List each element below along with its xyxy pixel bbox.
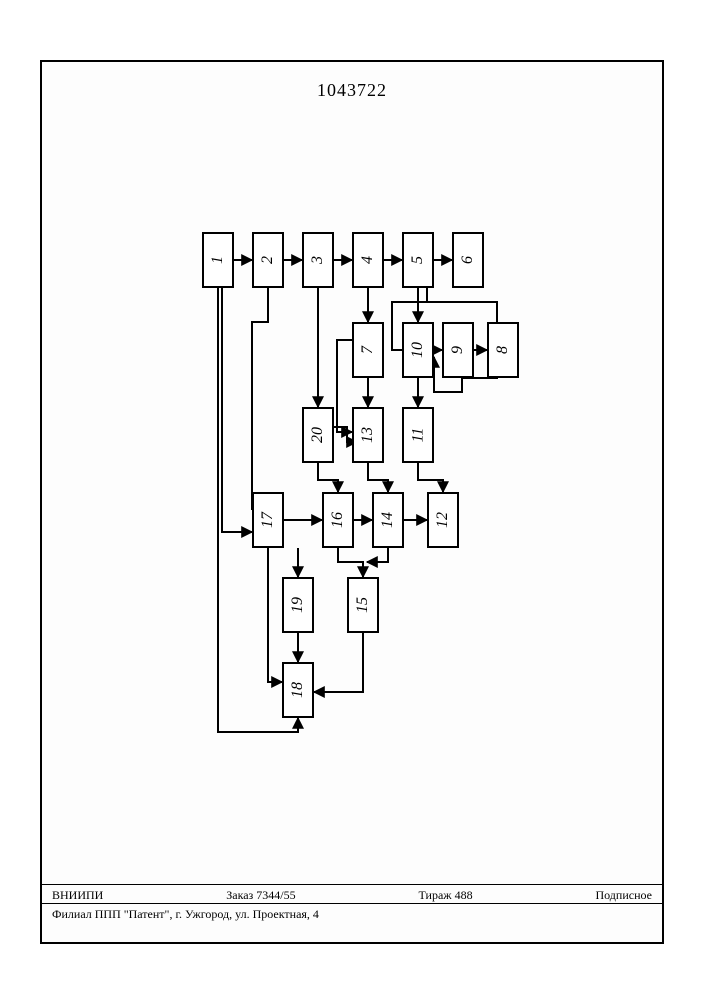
- edge: [222, 288, 252, 532]
- block-19: 19: [282, 577, 314, 633]
- footer-tirazh: Тираж 488: [419, 888, 473, 903]
- document-number: 1043722: [317, 80, 387, 101]
- edge: [367, 548, 388, 562]
- block-18: 18: [282, 662, 314, 718]
- block-16: 16: [322, 492, 354, 548]
- block-diagram: 1234567109820131117161412191518: [202, 232, 522, 752]
- block-4: 4: [352, 232, 384, 288]
- block-6: 6: [452, 232, 484, 288]
- block-11: 11: [402, 407, 434, 463]
- footer-order: Заказ 7344/55: [226, 888, 295, 903]
- footer-line-2: Филиал ППП "Патент", г. Ужгород, ул. Про…: [42, 903, 662, 922]
- edge: [318, 463, 338, 492]
- footer-line-1: ВНИИПИ Заказ 7344/55 Тираж 488 Подписное: [42, 884, 662, 903]
- block-17: 17: [252, 492, 284, 548]
- edge: [252, 288, 268, 510]
- footer: ВНИИПИ Заказ 7344/55 Тираж 488 Подписное…: [42, 884, 662, 922]
- block-1: 1: [202, 232, 234, 288]
- diagram-wires: [202, 232, 522, 752]
- page-frame: 1043722 1234567109820131117161412191518 …: [40, 60, 664, 944]
- edge: [337, 340, 352, 432]
- block-12: 12: [427, 492, 459, 548]
- block-5: 5: [402, 232, 434, 288]
- block-10: 10: [402, 322, 434, 378]
- block-8: 8: [487, 322, 519, 378]
- block-7: 7: [352, 322, 384, 378]
- edge: [338, 548, 363, 577]
- block-2: 2: [252, 232, 284, 288]
- edge: [368, 463, 388, 492]
- edge: [314, 633, 363, 692]
- block-13: 13: [352, 407, 384, 463]
- footer-org: ВНИИПИ: [52, 888, 103, 903]
- block-14: 14: [372, 492, 404, 548]
- block-20: 20: [302, 407, 334, 463]
- edge: [268, 548, 282, 682]
- edge: [418, 463, 443, 492]
- block-9: 9: [442, 322, 474, 378]
- block-15: 15: [347, 577, 379, 633]
- footer-sub: Подписное: [595, 888, 652, 903]
- block-3: 3: [302, 232, 334, 288]
- footer-address: Филиал ППП "Патент", г. Ужгород, ул. Про…: [52, 907, 319, 921]
